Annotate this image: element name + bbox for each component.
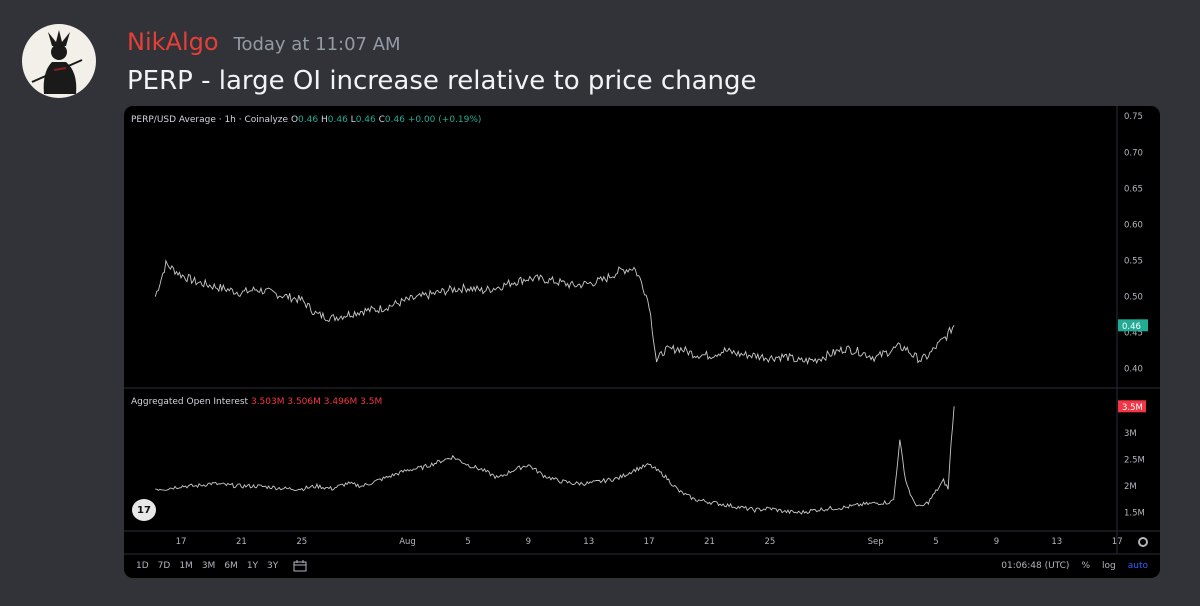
low-label: L (350, 115, 356, 125)
message-text: PERP - large OI increase relative to pri… (127, 66, 757, 96)
clock-label[interactable]: 01:06:48 (UTC) (1001, 561, 1070, 571)
time-tick-label: 9 (526, 537, 531, 547)
auto-toggle[interactable]: auto (1127, 561, 1148, 571)
time-tick-label: 5 (465, 537, 470, 547)
calendar-icon[interactable] (292, 559, 308, 573)
price-tick-label: 0.65 (1124, 184, 1143, 194)
samurai-avatar-icon (31, 30, 83, 94)
percent-toggle[interactable]: % (1081, 561, 1090, 571)
low-value: 0.46 (355, 115, 376, 125)
price-series-line (154, 258, 955, 366)
time-tick-label: 5 (933, 537, 938, 547)
oi-tick-label: 3M (1124, 429, 1137, 439)
oi-legend: Aggregated Open Interest 3.503M 3.506M 3… (131, 397, 382, 407)
oi-current-badge (1118, 400, 1146, 413)
range-button-6m[interactable]: 6M (224, 561, 238, 571)
high-value: 0.46 (327, 115, 348, 125)
time-tick-label: 13 (1051, 537, 1062, 547)
symbol-label: PERP/USD Average · 1h · Coinalyze (131, 115, 289, 125)
gear-icon[interactable] (1138, 537, 1148, 547)
oi-title: Aggregated Open Interest (131, 397, 249, 407)
price-tick-label: 0.50 (1124, 292, 1143, 302)
price-tick-label: 0.75 (1124, 112, 1143, 122)
message-timestamp[interactable]: Today at 11:07 AM (233, 34, 401, 55)
range-button-7d[interactable]: 7D (157, 561, 171, 571)
price-current-badge (1118, 319, 1148, 332)
oi-tick-label: 2.5M (1124, 456, 1145, 466)
range-button-1m[interactable]: 1M (179, 561, 193, 571)
time-tick-label: 13 (583, 537, 594, 547)
time-tick-label: Sep (868, 537, 884, 547)
range-buttons: 1D 7D 1M 3M 6M 1Y 3Y (136, 561, 278, 571)
close-value: 0.46 (384, 115, 405, 125)
oi-series-line (155, 406, 955, 515)
bottom-toolbar: 1D 7D 1M 3M 6M 1Y 3Y 01:06:48 (UTC) % log auto (124, 554, 1160, 578)
log-toggle[interactable]: log (1102, 561, 1116, 571)
oi-tick-label: 1.5M (1124, 509, 1145, 519)
time-tick-label: 17 (176, 537, 187, 547)
avatar[interactable] (22, 24, 96, 98)
range-button-3y[interactable]: 3Y (267, 561, 279, 571)
oi-current-label: 3.5M (1122, 403, 1143, 413)
close-label: C (378, 115, 385, 125)
time-tick-label: Aug (399, 537, 416, 547)
oi-value-4: 3.5M (360, 397, 383, 407)
time-tick-label: 25 (764, 537, 775, 547)
price-tick-label: 0.40 (1124, 365, 1143, 375)
time-tick-label: 17 (1112, 537, 1123, 547)
oi-value-3: 3.496M (323, 397, 358, 407)
range-button-3m[interactable]: 3M (201, 561, 216, 571)
chart-image[interactable]: 0.75 0.70 0.65 0.60 0.55 0.50 0.45 0.40 3M 2.5M 2M… (124, 106, 1160, 578)
oi-value-1: 3.503M (250, 397, 285, 407)
oi-value-2: 3.506M (287, 397, 321, 407)
open-label: O (290, 115, 299, 125)
open-value: 0.46 (298, 115, 319, 125)
price-tick-label: 0.45 (1124, 329, 1143, 339)
range-button-1d[interactable]: 1D (136, 561, 149, 571)
time-tick-label: 21 (704, 537, 715, 547)
price-current-label: 0.46 (1122, 322, 1141, 332)
change-value: +0.00 (+0.19%) (407, 115, 482, 125)
range-button-1y[interactable]: 1Y (246, 561, 259, 571)
price-tick-label: 0.60 (1124, 220, 1143, 230)
time-tick-label: 21 (236, 537, 247, 547)
high-label: H (320, 115, 328, 125)
tradingview-logo-icon[interactable]: 17 (132, 499, 156, 521)
price-legend: PERP/USD Average · 1h · Coinalyze O0.46 … (131, 115, 481, 125)
time-tick-label: 25 (296, 537, 307, 547)
price-tick-label: 0.70 (1124, 148, 1143, 158)
price-tick-label: 0.55 (1124, 256, 1143, 266)
time-tick-label: 17 (644, 537, 655, 547)
chart-canvas: 0.75 0.70 0.65 0.60 0.55 0.50 0.45 0.40 3M 2.5M 2M… (124, 106, 1160, 555)
time-tick-label: 9 (994, 537, 999, 547)
author-name[interactable]: NikAlgo (127, 28, 219, 56)
oi-tick-label: 2M (1124, 482, 1137, 492)
right-tools: 01:06:48 (UTC) % log auto (1001, 561, 1148, 571)
message-header: NikAlgo Today at 11:07 AM (127, 28, 401, 56)
